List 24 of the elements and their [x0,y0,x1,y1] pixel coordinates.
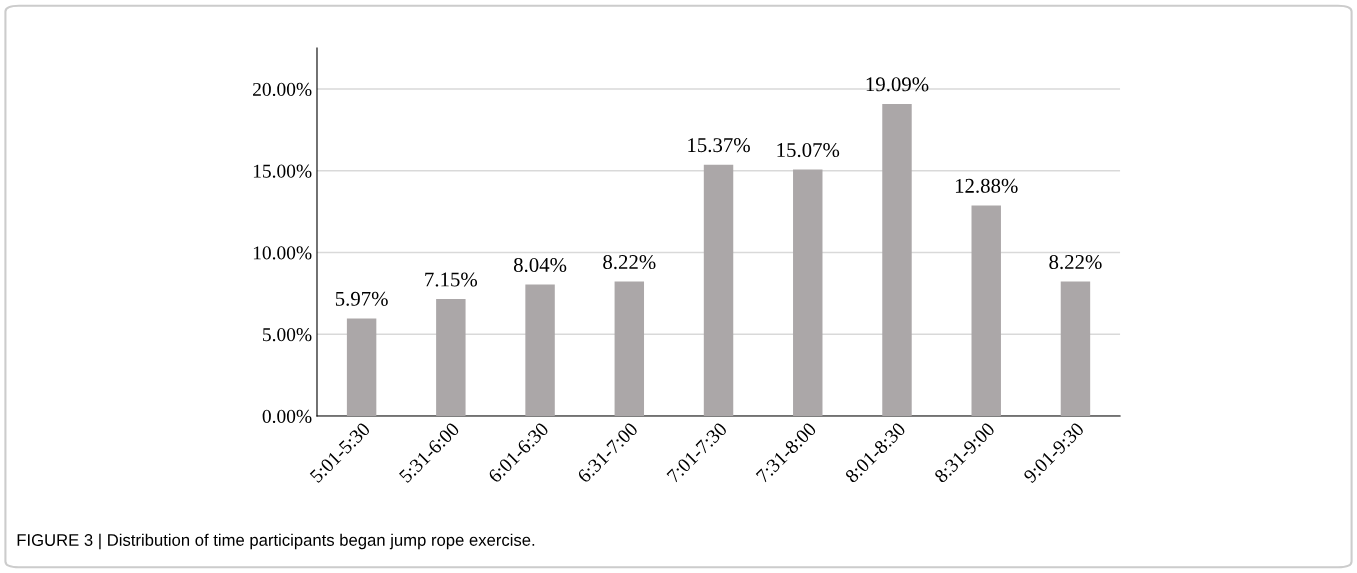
bar [436,299,466,416]
bar [614,281,645,416]
y-tick-label: 10.00% [253,246,312,260]
caption: FIGURE 3 | Distribution of time participants began jump rope exercise. [17,533,535,550]
bar [525,284,555,416]
data-label: 12.88% [955,178,1018,193]
y-tick-label: 5.00% [263,328,312,342]
bar [1060,281,1091,416]
data-label: 5.97% [335,291,388,306]
data-label: 8.04% [513,257,567,273]
bar [703,164,734,416]
y-tick-label: 20.00% [253,82,312,97]
data-label: 15.07% [777,142,840,158]
bar [793,169,823,416]
data-label: 8.22% [1049,254,1102,270]
bar [971,205,1001,416]
y-tick-label: 0.00% [262,409,312,424]
bar [346,318,377,416]
data-label: 7.15% [425,272,478,287]
data-label: 8.22% [603,254,656,270]
data-label: 19.09% [866,77,929,92]
y-tick-label: 15.00% [253,164,312,178]
bar [882,103,912,416]
data-label: 15.37% [688,138,750,153]
